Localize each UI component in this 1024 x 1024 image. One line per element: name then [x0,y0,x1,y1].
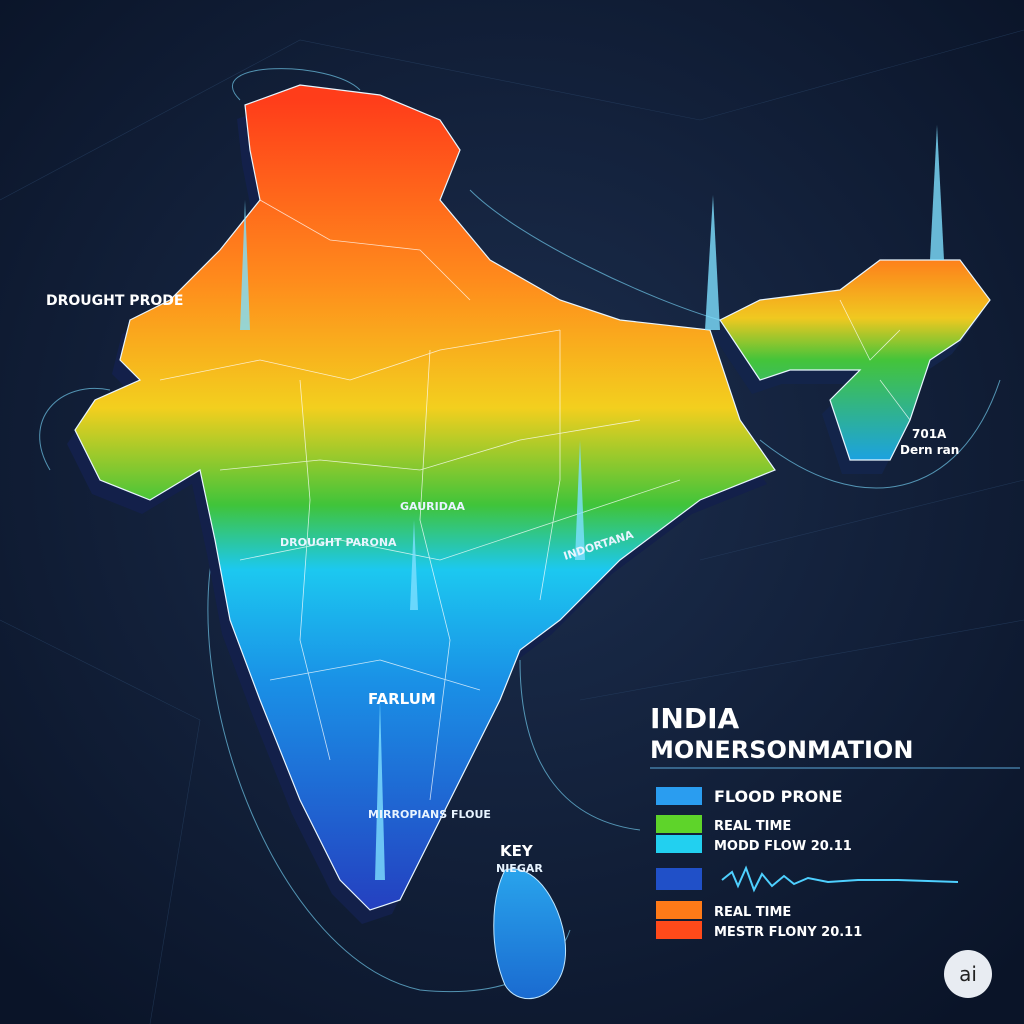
map-label: DROUGHT PARONA [280,536,397,549]
legend-swatch [656,868,702,890]
map-label: DROUGHT PRODE [46,293,183,309]
legend-label: MODD FLOW 20.11 [714,839,852,854]
legend-label: MESTR FLONY 20.11 [714,925,862,940]
map-label: MIRROPIANS FLOUE [368,808,491,821]
data-spikes [240,125,944,880]
legend-label: REAL TIME [714,905,791,920]
title: MONERSONMATION [650,736,913,764]
title: INDIA [650,702,740,735]
badge-text: ai [959,962,977,986]
legend-swatch [656,901,702,919]
legend-swatch [656,835,702,853]
map-label: NIEGAR [496,862,543,875]
network-lines [0,29,1024,1024]
legend-swatch [656,921,702,939]
legend: FLOOD PRONE REAL TIME MODD FLOW 20.11 REAL … [656,787,862,940]
sri-lanka [493,868,567,1000]
state-borders [159,199,911,801]
map-label: FARLUM [368,690,436,708]
legend-swatch [656,815,702,833]
india-mainland [74,84,776,911]
legend-label: REAL TIME [714,819,791,834]
map-label: Dern ran [900,443,959,457]
legend-label: FLOOD PRONE [714,787,843,806]
badge [944,950,992,998]
waveform [721,865,959,893]
map-label: 701A [912,427,947,441]
legend-swatch [656,787,702,805]
map-label: GAURIDAA [400,500,465,513]
map-label: KEY [500,842,534,860]
